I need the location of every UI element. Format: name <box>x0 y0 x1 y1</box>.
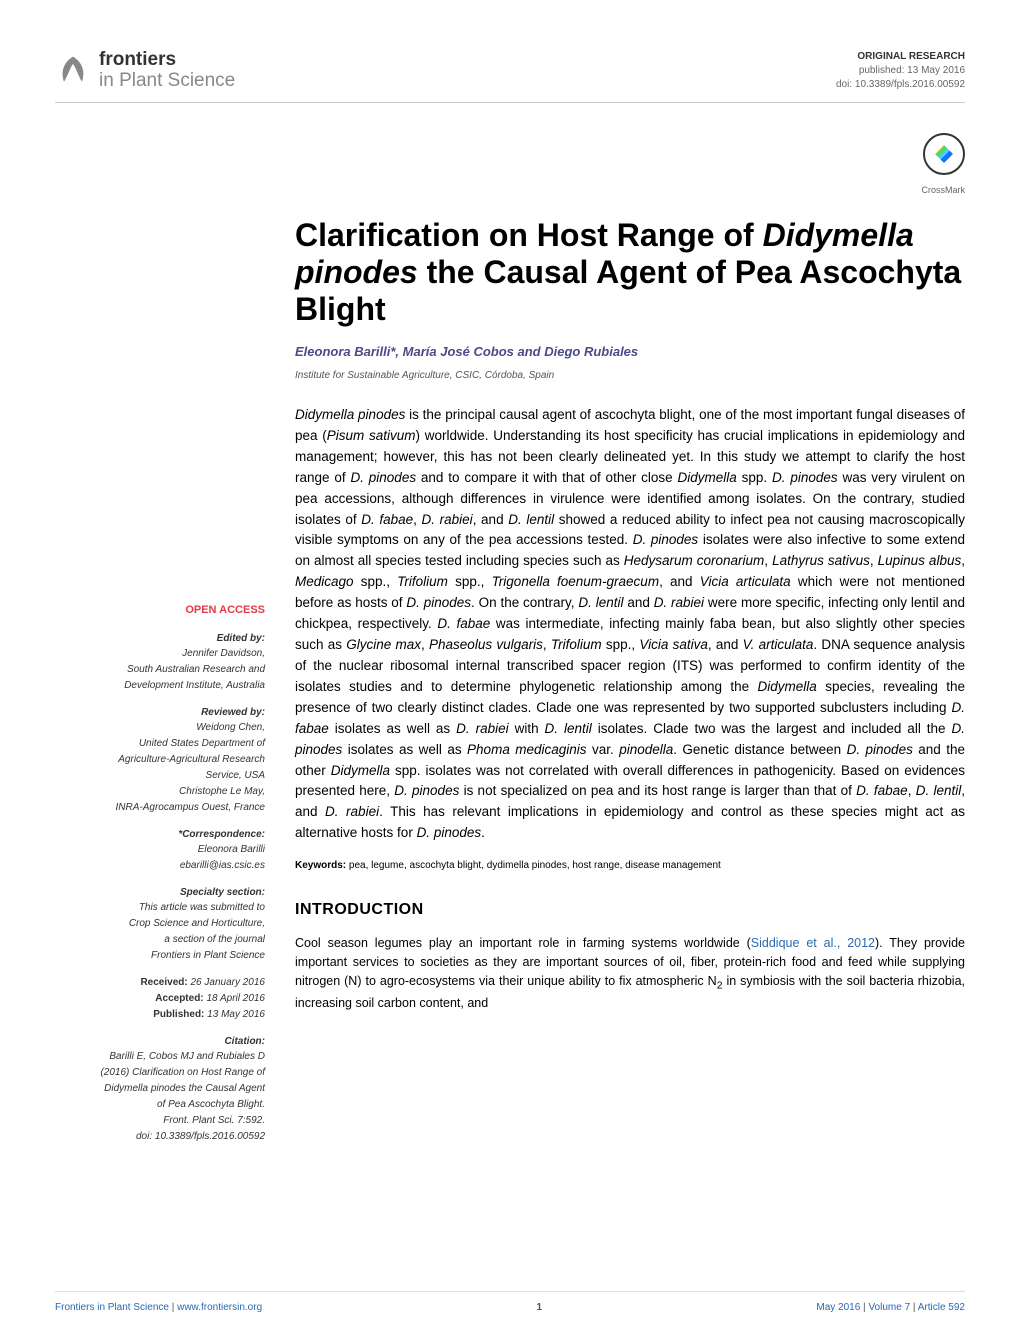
published-date: published: 13 May 2016 <box>836 64 965 78</box>
logo-brand: frontiers <box>99 50 235 71</box>
footer-right[interactable]: May 2016 | Volume 7 | Article 592 <box>816 1300 965 1315</box>
published: Published: 13 May 2016 <box>55 1007 265 1022</box>
open-access-badge: OPEN ACCESS <box>55 602 265 619</box>
citation-label: Citation: <box>55 1034 265 1049</box>
correspondence-label: *Correspondence: <box>55 827 265 842</box>
article-title: Clarification on Host Range of Didymella… <box>295 217 965 327</box>
header-meta: ORIGINAL RESEARCH published: 13 May 2016… <box>836 50 965 92</box>
frontiers-logo-icon <box>55 53 91 89</box>
main-content: Clarification on Host Range of Didymella… <box>295 217 965 1145</box>
page-footer: Frontiers in Plant Science | www.frontie… <box>55 1291 965 1315</box>
specialty-section: This article was submitted to Crop Scien… <box>55 900 265 963</box>
abstract: Didymella pinodes is the principal causa… <box>295 405 965 844</box>
crossmark[interactable]: CrossMark <box>55 133 965 197</box>
intro-heading: INTRODUCTION <box>295 898 965 922</box>
specialty-label: Specialty section: <box>55 885 265 900</box>
correspondence: Eleonora Barilli ebarilli@ias.csic.es <box>55 842 265 873</box>
journal-logo: frontiers in Plant Science <box>55 50 235 92</box>
received: Received: 26 January 2016 <box>55 975 265 990</box>
doi-text[interactable]: doi: 10.3389/fpls.2016.00592 <box>836 78 965 92</box>
affiliation: Institute for Sustainable Agriculture, C… <box>295 368 965 383</box>
edited-by: Jennifer Davidson, South Australian Rese… <box>55 646 265 693</box>
keywords: Keywords: pea, legume, ascochyta blight,… <box>295 858 965 873</box>
crossmark-icon[interactable] <box>923 133 965 175</box>
article-type: ORIGINAL RESEARCH <box>836 50 965 64</box>
citation: Barilli E, Cobos MJ and Rubiales D (2016… <box>55 1049 265 1144</box>
reviewed-by-label: Reviewed by: <box>55 705 265 720</box>
reviewed-by: Weidong Chen, United States Department o… <box>55 720 265 815</box>
sidebar: OPEN ACCESS Edited by: Jennifer Davidson… <box>55 217 265 1145</box>
crossmark-label: CrossMark <box>55 184 965 198</box>
logo-journal: in Plant Science <box>99 70 235 91</box>
intro-text: Cool season legumes play an important ro… <box>295 934 965 1012</box>
page-header: frontiers in Plant Science ORIGINAL RESE… <box>55 50 965 103</box>
accepted: Accepted: 18 April 2016 <box>55 991 265 1006</box>
footer-page-number: 1 <box>536 1300 542 1315</box>
footer-left[interactable]: Frontiers in Plant Science | www.frontie… <box>55 1300 262 1315</box>
authors: Eleonora Barilli*, María José Cobos and … <box>295 342 965 362</box>
edited-by-label: Edited by: <box>55 631 265 646</box>
